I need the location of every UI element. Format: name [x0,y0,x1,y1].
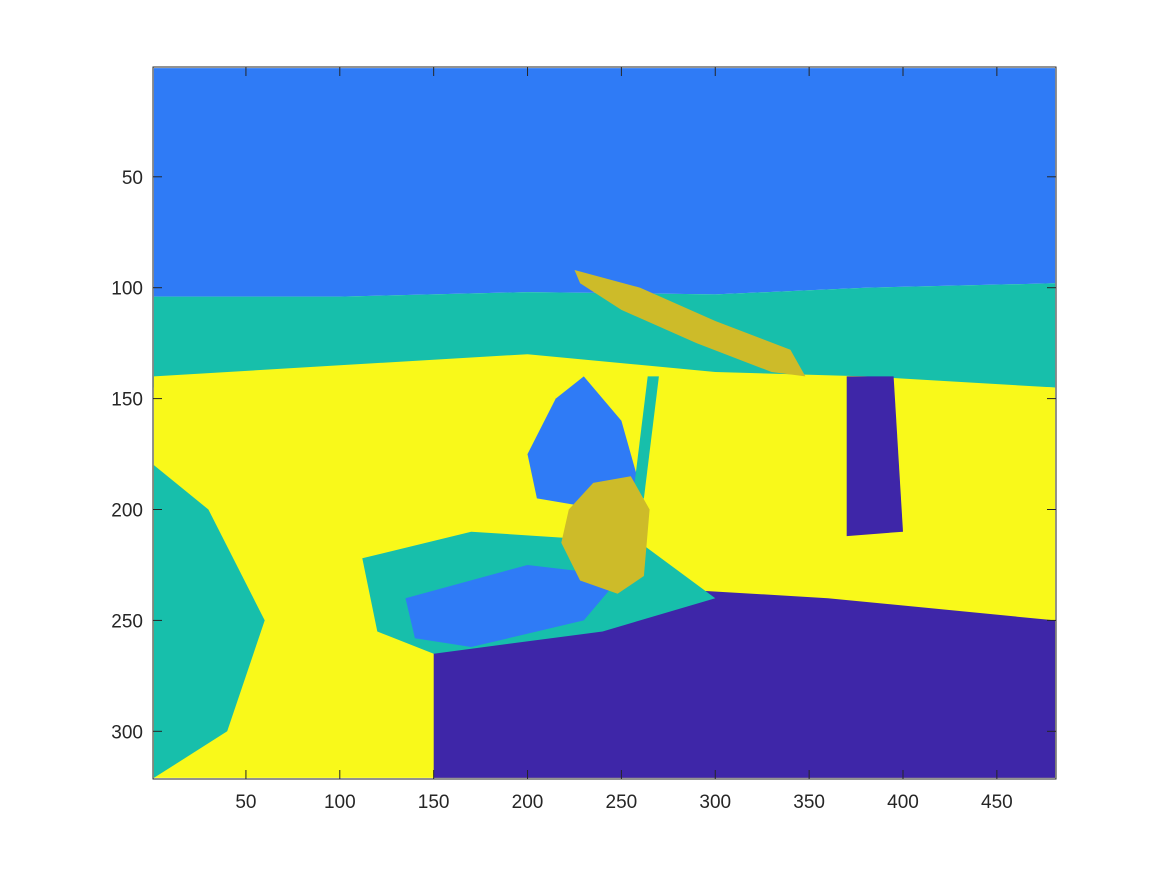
region-kayak-inner [405,565,622,647]
region-dark-ripples [433,587,1056,778]
region-paddler-body [527,376,641,510]
region-horizon-water [153,283,1056,388]
x-tick-label: 350 [793,792,825,813]
plot-frame [152,66,1057,780]
image-plot [153,68,1056,778]
x-axis: 50 100 150 200 250 300 350 400 450 [235,67,1013,813]
y-tick-label: 250 [111,611,143,632]
region-paddle-shaft [632,376,659,499]
region-left-water-edge [153,465,265,778]
region-sky [153,68,1056,297]
y-axis: 50 100 150 200 250 300 [111,168,1056,743]
y-tick-label: 100 [111,279,143,300]
x-tick-label: 250 [606,792,638,813]
x-tick-label: 100 [324,792,356,813]
x-tick-label: 50 [235,792,256,813]
x-tick-label: 200 [512,792,544,813]
region-reflection-dark [846,376,903,537]
region-hands-head [561,476,650,594]
y-tick-label: 150 [111,390,143,411]
y-tick-label: 200 [111,501,143,522]
x-tick-label: 450 [981,792,1013,813]
x-tick-label: 150 [418,792,450,813]
y-tick-label: 50 [122,168,143,189]
x-tick-label: 400 [887,792,919,813]
region-paddle-blade [574,270,806,377]
x-tick-label: 300 [699,792,731,813]
y-tick-label: 300 [111,722,143,743]
